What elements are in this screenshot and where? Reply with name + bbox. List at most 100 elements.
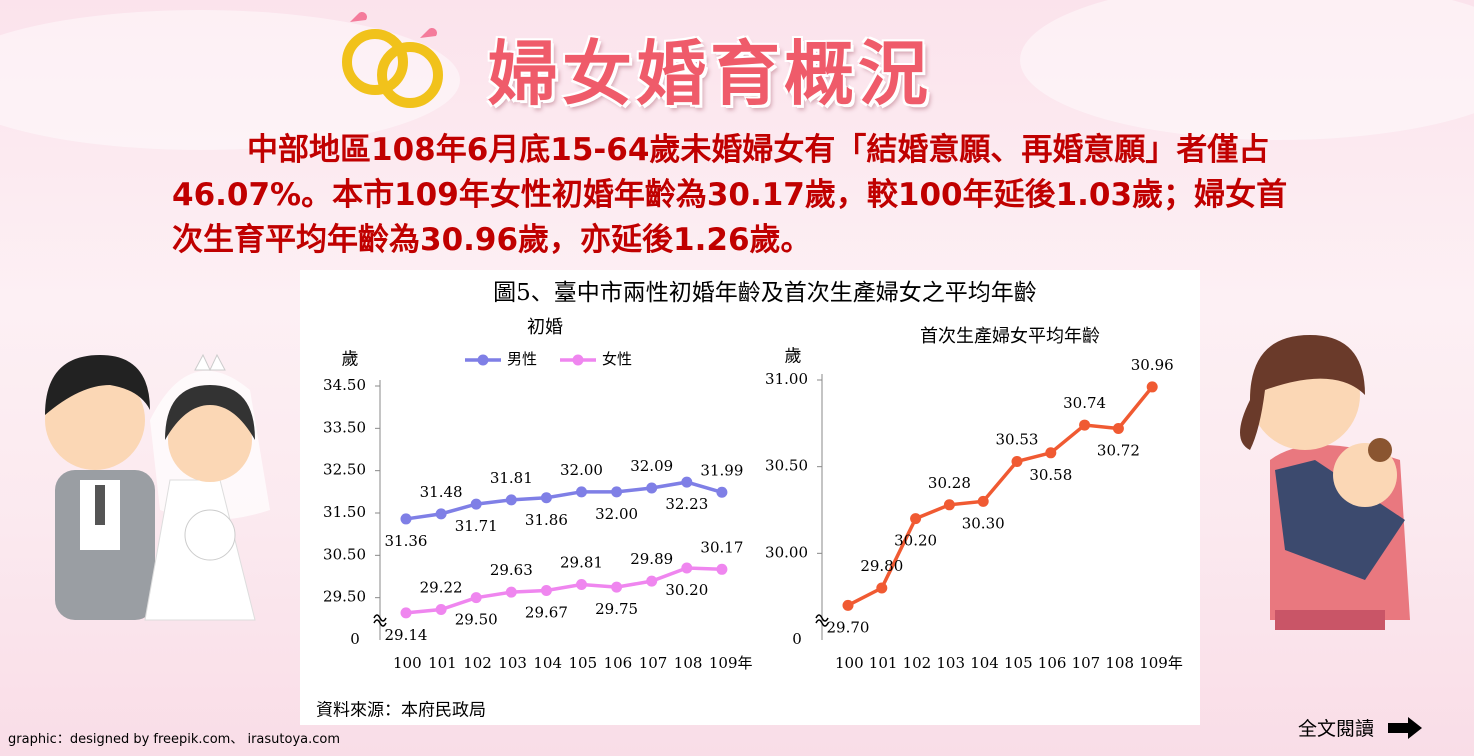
y-break-label: 0 — [350, 630, 360, 648]
y-tick-label: 34.50 — [323, 376, 366, 394]
y-axis-label: 歲 — [342, 350, 359, 370]
y-tick-label: 30.50 — [323, 545, 366, 563]
value-label: 31.48 — [420, 483, 463, 501]
x-tick-label: 106 — [604, 654, 633, 672]
point — [1045, 447, 1057, 459]
series-line — [405, 566, 722, 615]
x-tick-label: 102 — [903, 654, 932, 672]
series-line — [405, 480, 723, 521]
x-tick-label: 105 — [569, 654, 598, 672]
x-tick-label: 106 — [1038, 654, 1067, 672]
x-tick-label: 104 — [970, 654, 999, 672]
point — [1011, 455, 1023, 467]
figure-title: 圖5、臺中市兩性初婚年齡及首次生產婦女之平均年齡 — [493, 280, 1037, 306]
point — [1079, 419, 1091, 431]
value-label: 29.80 — [860, 557, 903, 575]
arrow-icon[interactable] — [1388, 716, 1423, 739]
credit: graphic：designed by freepik.com、 irasuto… — [8, 732, 340, 747]
x-tick-label: 101 — [428, 654, 457, 672]
value-label: 30.28 — [928, 474, 971, 492]
chart-title: 初婚 — [527, 317, 563, 338]
point — [1146, 381, 1158, 393]
chart-title: 首次生產婦女平均年齡 — [920, 326, 1100, 347]
value-label: 30.30 — [962, 514, 1005, 532]
legend-marker — [572, 354, 584, 366]
value-label: 29.67 — [525, 603, 568, 621]
value-label: 31.71 — [455, 517, 498, 535]
x-tick-label: 107 — [1072, 654, 1101, 672]
summary-text: 中部地區108年6月底15-64歲未婚婦女有「結婚意願、再婚意願」者僅占46.0… — [172, 132, 1288, 258]
value-label: 30.20 — [894, 532, 937, 550]
value-label: 29.22 — [420, 579, 463, 597]
point — [943, 499, 955, 511]
point — [842, 599, 854, 611]
x-tick-label: 101 — [869, 654, 898, 672]
point — [435, 604, 447, 616]
value-label: 32.00 — [595, 505, 638, 523]
x-tick-label: 109年 — [1139, 654, 1183, 672]
point — [716, 486, 728, 498]
x-tick-label: 105 — [1004, 654, 1033, 672]
value-label: 32.00 — [560, 461, 603, 479]
value-label: 30.74 — [1063, 394, 1106, 412]
point — [400, 513, 412, 525]
value-label: 31.86 — [525, 511, 568, 529]
point — [611, 581, 623, 593]
x-tick-label: 109年 — [709, 654, 753, 672]
point — [716, 563, 728, 575]
x-tick-label: 107 — [639, 654, 668, 672]
y-tick-label: 33.50 — [323, 418, 366, 436]
value-label: 29.81 — [560, 554, 603, 572]
point — [540, 492, 552, 504]
value-label: 30.96 — [1131, 356, 1174, 374]
series-line — [847, 385, 1154, 607]
x-tick-label: 100 — [835, 654, 864, 672]
source-note: 資料來源：本府民政局 — [316, 701, 486, 721]
legend-label: 男性 — [507, 350, 537, 368]
x-tick-label: 100 — [393, 654, 422, 672]
value-label: 29.75 — [595, 600, 638, 618]
point — [470, 592, 482, 604]
value-label: 30.53 — [996, 430, 1039, 448]
value-label: 30.72 — [1097, 442, 1140, 460]
x-tick-label: 104 — [533, 654, 562, 672]
y-axis-label: 歲 — [785, 347, 802, 367]
legend-marker — [477, 354, 489, 366]
point — [540, 584, 552, 596]
y-tick-label: 32.50 — [323, 461, 366, 479]
value-label: 32.09 — [630, 457, 673, 475]
point — [505, 494, 517, 506]
point — [470, 498, 482, 510]
point — [505, 586, 517, 598]
y-tick-label: 31.50 — [323, 503, 366, 521]
value-label: 31.36 — [385, 532, 428, 550]
read-more-button[interactable]: 全文閱讀 — [1298, 714, 1423, 741]
mother-illustration — [1240, 335, 1410, 630]
point — [576, 579, 587, 591]
value-label: 30.17 — [700, 538, 743, 556]
page-title: 婦女婚育概況 — [488, 33, 932, 115]
value-label: 29.63 — [490, 561, 533, 579]
y-tick-label: 30.00 — [765, 543, 808, 561]
point — [611, 486, 623, 498]
value-label: 29.70 — [827, 618, 870, 636]
point — [400, 607, 412, 619]
value-label: 29.14 — [385, 626, 428, 644]
y-tick-label: 31.00 — [765, 370, 808, 388]
figure-panel — [300, 270, 1200, 725]
axis-break — [373, 614, 387, 627]
value-label: 30.20 — [665, 581, 708, 599]
point — [977, 495, 989, 507]
y-break-label: 0 — [792, 630, 802, 648]
x-tick-label: 108 — [674, 654, 703, 672]
read-more-label[interactable]: 全文閱讀 — [1298, 718, 1375, 740]
point — [646, 482, 658, 494]
point — [1112, 423, 1124, 435]
point — [681, 476, 693, 488]
y-tick-label: 29.50 — [323, 588, 366, 606]
point — [646, 575, 658, 587]
value-label: 31.81 — [490, 469, 533, 487]
point — [435, 508, 447, 520]
